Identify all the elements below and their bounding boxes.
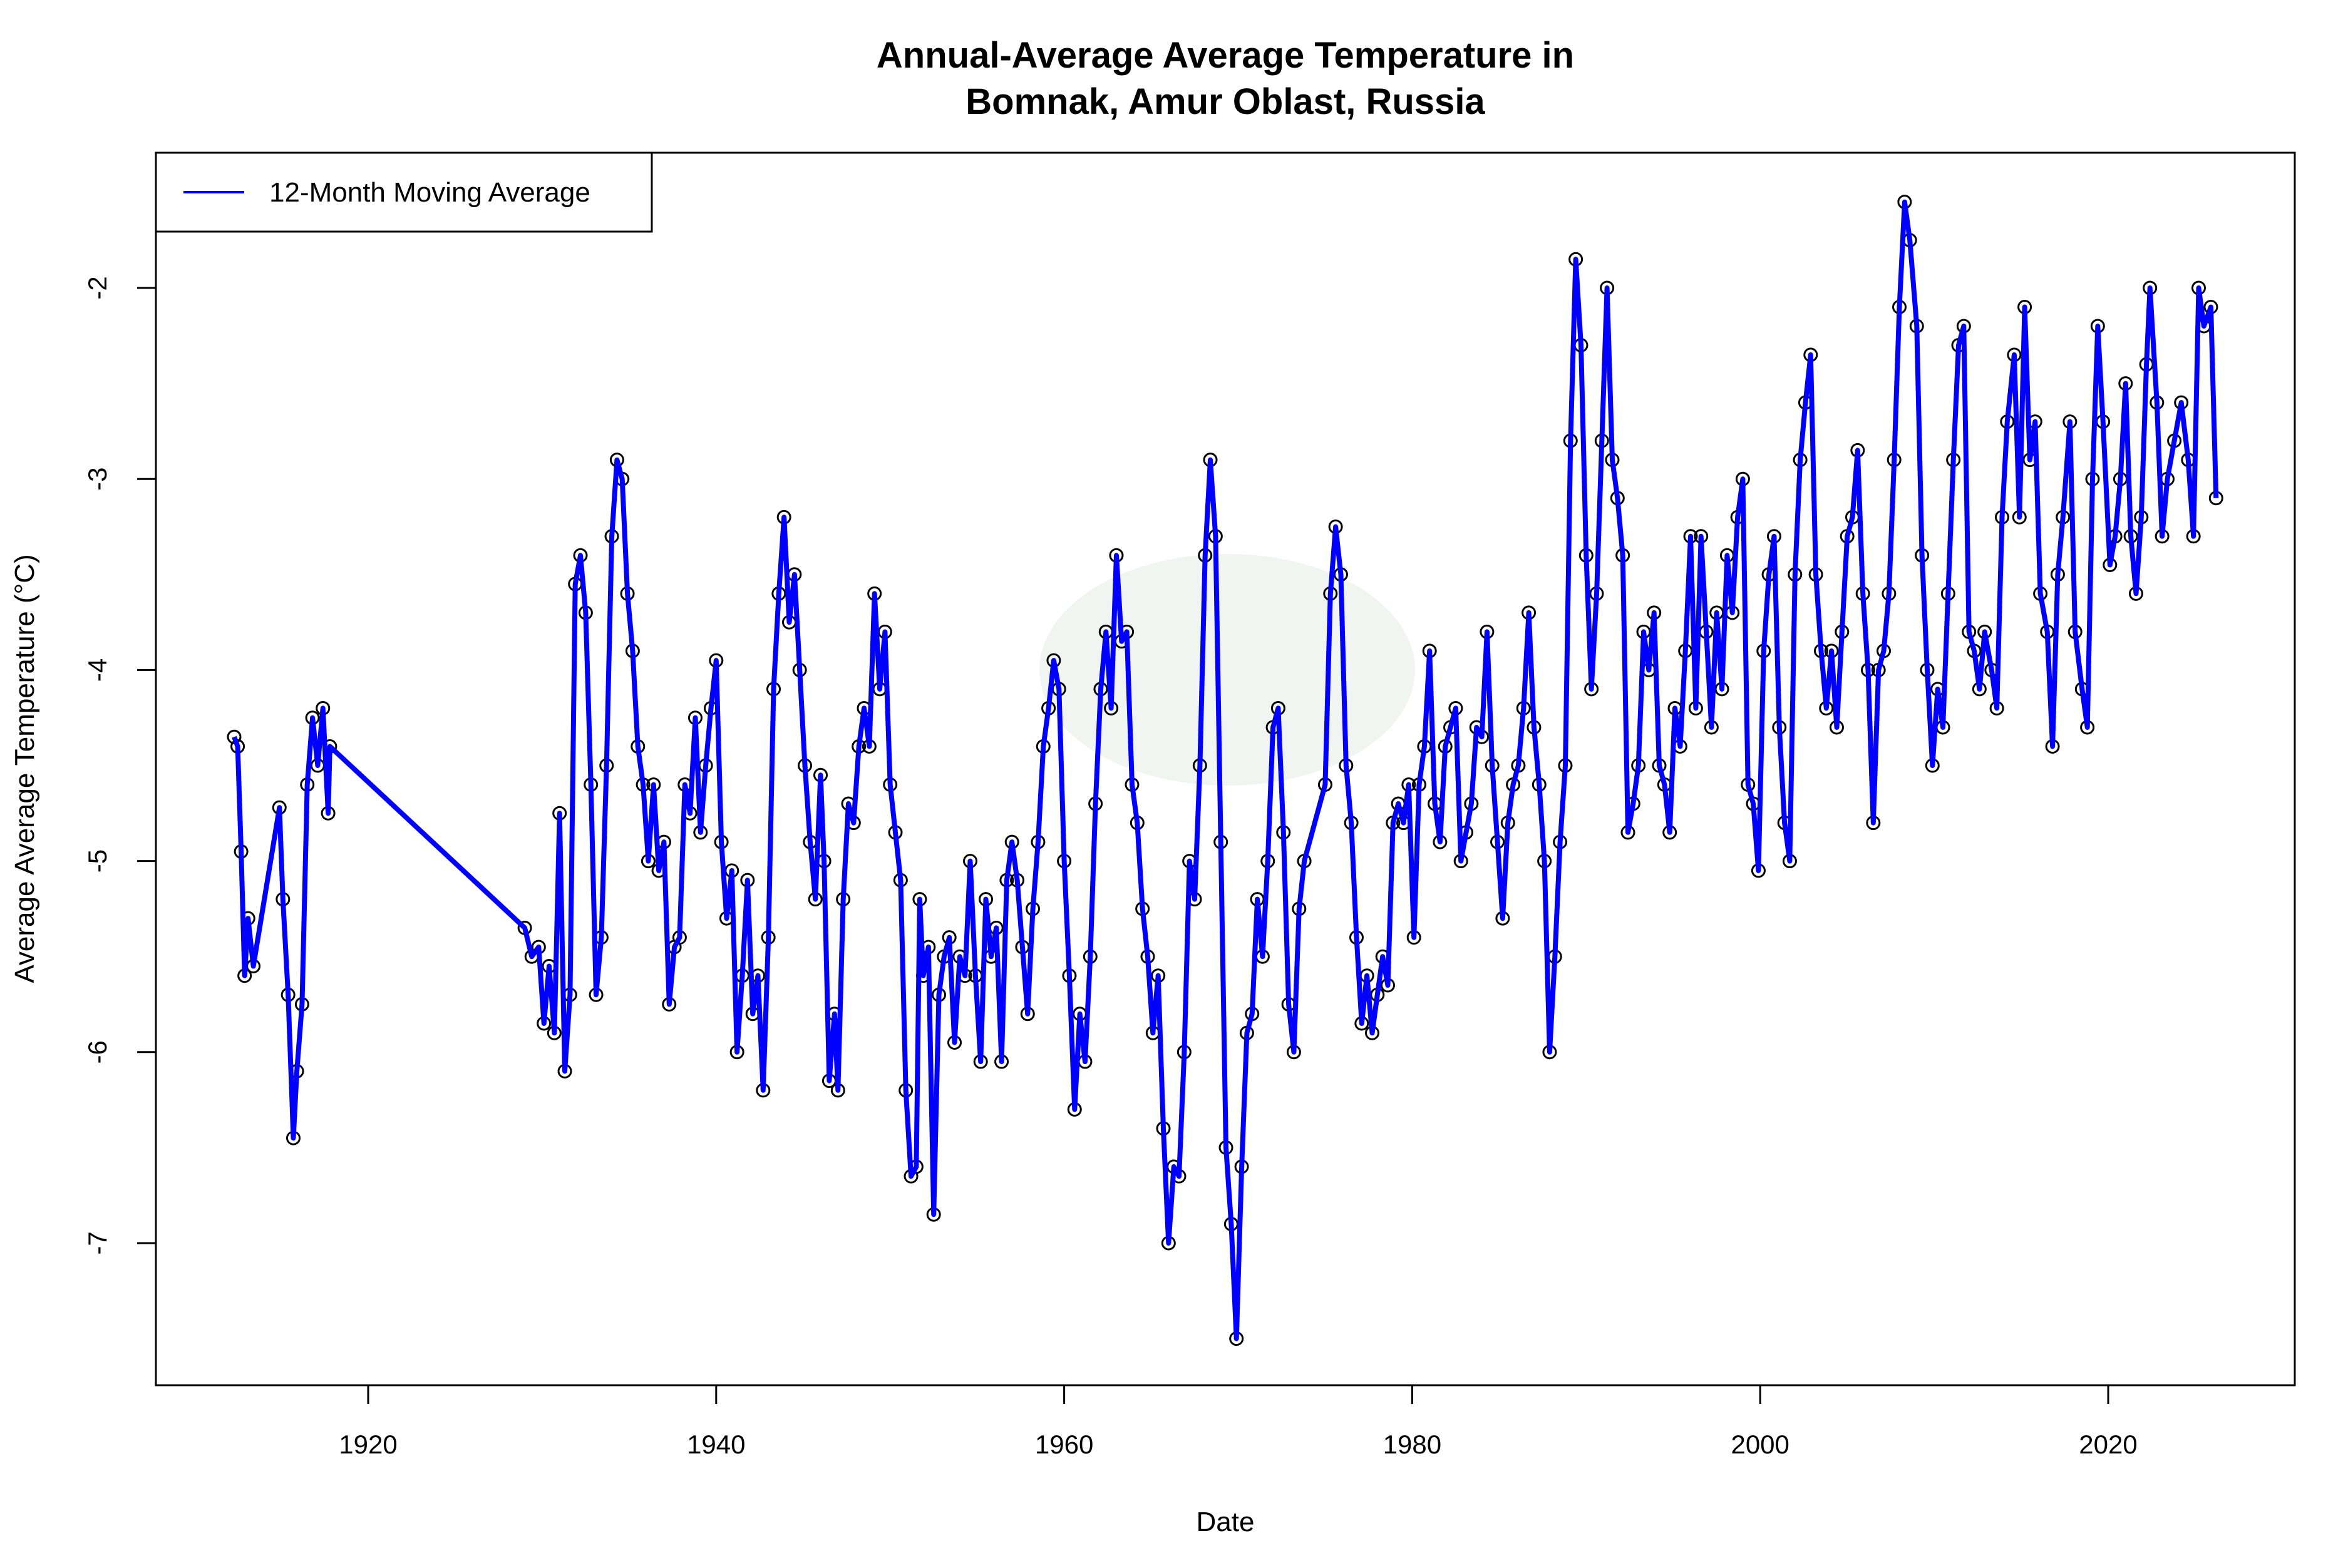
x-axis-label: Date — [1197, 1507, 1255, 1537]
y-tick-label: -5 — [83, 849, 112, 873]
chart-title-line-1: Annual-Average Average Temperature in — [877, 35, 1574, 76]
y-tick-label: -6 — [83, 1040, 112, 1063]
legend: 12-Month Moving Average — [155, 151, 653, 233]
x-tick-label: 1960 — [1035, 1430, 1093, 1459]
x-tick-label: 1940 — [687, 1430, 745, 1459]
x-tick-label: 2020 — [2079, 1430, 2137, 1459]
series-12-month-moving-average — [227, 195, 2223, 1346]
chart-title-line-2: Bomnak, Amur Oblast, Russia — [965, 81, 1485, 122]
y-tick-label: -7 — [83, 1231, 112, 1254]
x-tick-label: 2000 — [1731, 1430, 1789, 1459]
y-tick-label: -4 — [83, 658, 112, 682]
y-axis-label: Average Average Temperature (°C) — [9, 554, 40, 983]
x-tick-label: 1920 — [339, 1430, 397, 1459]
watermark — [1039, 554, 1415, 786]
legend-label: 12-Month Moving Average — [269, 177, 590, 208]
x-tick-label: 1980 — [1383, 1430, 1441, 1459]
y-axis: -7 -6 -5 -4 -3 -2 — [83, 276, 156, 1255]
plot-frame — [155, 151, 2296, 1386]
watermark-globe-icon — [1039, 554, 1415, 786]
series-line — [232, 199, 2219, 1341]
y-tick-label: -2 — [83, 276, 112, 299]
y-tick-label: -3 — [83, 468, 112, 491]
